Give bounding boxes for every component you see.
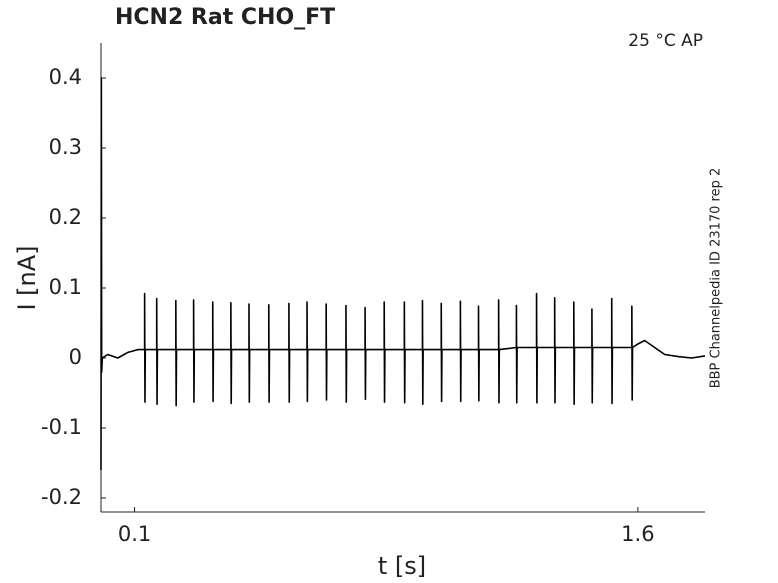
y-axis-label: I [nA] [13, 245, 41, 310]
annotation: 25 °C AP [628, 31, 703, 51]
x-tick-label: 1.6 [621, 522, 654, 546]
x-axis-label: t [s] [378, 552, 426, 580]
side-note: BBP Channelpedia ID 23170 rep 2 [709, 168, 724, 389]
x-tick-label: 0.1 [118, 522, 151, 546]
y-tick-label: 0.1 [49, 275, 82, 299]
y-tick-label: 0.4 [49, 65, 82, 89]
y-tick-label: 0.3 [49, 135, 82, 159]
y-tick-label: 0.2 [49, 205, 82, 229]
y-tick-label: 0 [69, 345, 82, 369]
chart-title: HCN2 Rat CHO_FT [115, 5, 335, 30]
y-tick-label: -0.1 [41, 415, 82, 439]
y-tick-label: -0.2 [41, 485, 82, 509]
current-trace [100, 77, 706, 471]
